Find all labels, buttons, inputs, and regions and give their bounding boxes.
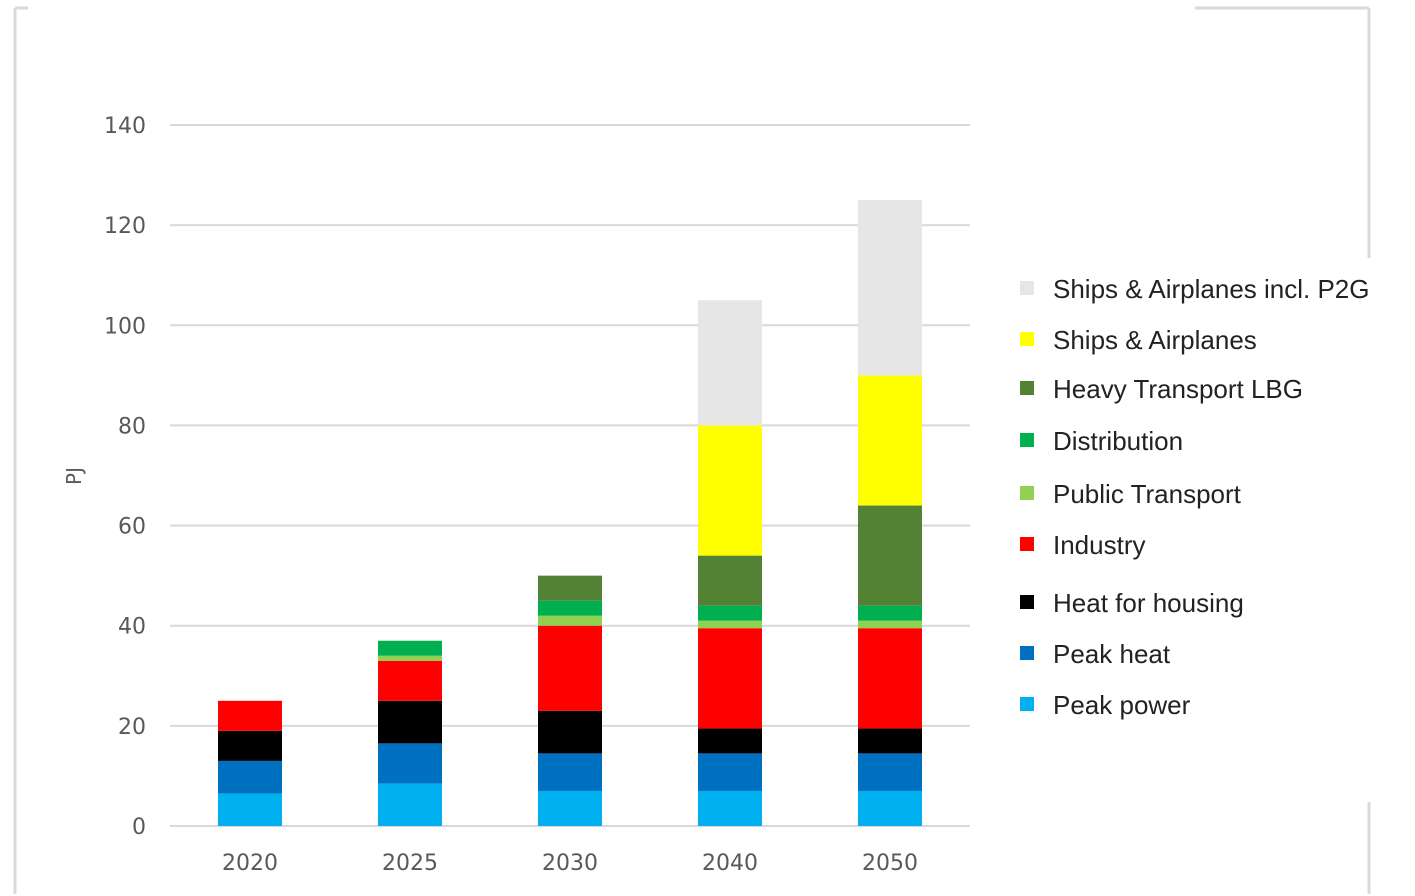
bar-segment: [378, 700, 442, 744]
bar-segment: [858, 753, 922, 791]
bar-segment: [538, 790, 602, 826]
bars: [218, 200, 922, 826]
bar-segment: [218, 760, 282, 794]
legend-swatch: [1020, 281, 1034, 295]
bar-segment: [698, 300, 762, 426]
bar-segment: [698, 620, 762, 629]
y-axis-title: PJ: [62, 467, 86, 485]
y-tick-label: 80: [118, 414, 146, 439]
bar-segment: [858, 628, 922, 729]
bar-segment: [698, 753, 762, 791]
legend-label: Peak heat: [1053, 639, 1171, 669]
x-tick-label: 2025: [382, 851, 438, 876]
x-tick-label: 2020: [222, 851, 278, 876]
x-tick-label: 2050: [862, 851, 918, 876]
bar-segment: [378, 743, 442, 784]
y-tick-label: 120: [104, 214, 146, 239]
bar-segment: [858, 728, 922, 754]
legend-swatch: [1020, 595, 1034, 609]
legend-label: Public Transport: [1053, 479, 1242, 509]
bar-segment: [698, 555, 762, 606]
y-tick-label: 40: [118, 615, 146, 640]
bar-segment: [378, 783, 442, 826]
y-tick-label: 100: [104, 314, 146, 339]
bar-segment: [378, 660, 442, 701]
legend-swatch: [1020, 646, 1034, 660]
y-tick-label: 20: [118, 715, 146, 740]
bar-segment: [538, 615, 602, 626]
bar-segment: [698, 728, 762, 754]
y-axis-tick-labels: 0 20 40 60 80 100 120 140: [104, 114, 146, 840]
legend: Ships & Airplanes incl. P2G Ships & Airpl…: [1020, 274, 1370, 720]
bar-segment: [218, 730, 282, 761]
legend-swatch: [1020, 486, 1034, 500]
bar-segment: [858, 605, 922, 621]
bar-segment: [218, 793, 282, 826]
bar-segment: [858, 200, 922, 376]
legend-label: Industry: [1053, 530, 1146, 560]
x-tick-label: 2040: [702, 851, 758, 876]
bar-segment: [378, 655, 442, 661]
bar-segment: [858, 505, 922, 606]
x-tick-label: 2030: [542, 851, 598, 876]
legend-label: Heavy Transport LBG: [1053, 374, 1303, 404]
y-tick-label: 140: [104, 114, 146, 139]
legend-swatch: [1020, 381, 1034, 395]
bar-segment: [698, 605, 762, 621]
legend-swatch: [1020, 433, 1034, 447]
bar-segment: [538, 625, 602, 711]
legend-swatch: [1020, 697, 1034, 711]
bar-segment: [218, 700, 282, 731]
bar-segment: [698, 425, 762, 556]
bar-segment: [858, 375, 922, 506]
chart-frame: [13, 6, 1371, 894]
bar-segment: [698, 790, 762, 826]
bar-segment: [538, 753, 602, 791]
legend-label: Ships & Airplanes: [1053, 325, 1257, 355]
legend-swatch: [1020, 537, 1034, 551]
y-tick-label: 0: [132, 815, 146, 840]
bar-segment: [378, 640, 442, 656]
y-tick-label: 60: [118, 515, 146, 540]
legend-label: Heat for housing: [1053, 588, 1244, 618]
bar-segment: [858, 620, 922, 629]
legend-label: Peak power: [1053, 690, 1191, 720]
bar-segment: [858, 790, 922, 826]
bar-segment: [698, 628, 762, 729]
bar-segment: [538, 710, 602, 754]
legend-label: Ships & Airplanes incl. P2G: [1053, 274, 1370, 304]
bar-segment: [538, 600, 602, 616]
legend-label: Distribution: [1053, 426, 1183, 456]
x-axis-tick-labels: 2020 2025 2030 2040 2050: [222, 851, 918, 876]
bar-segment: [538, 575, 602, 601]
legend-swatch: [1020, 332, 1034, 346]
